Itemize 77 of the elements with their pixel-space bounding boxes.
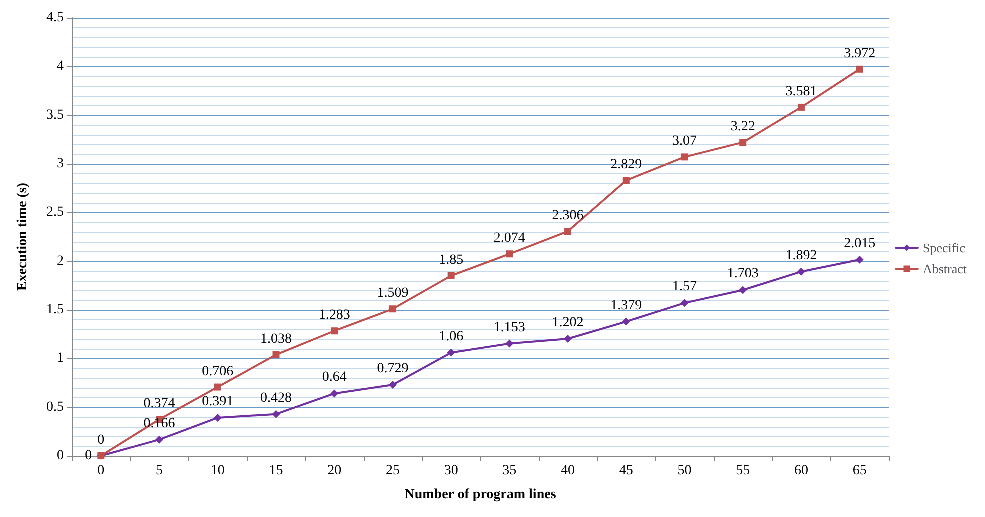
data-label: 0.706 <box>202 364 234 380</box>
point <box>739 286 748 294</box>
data-label: 1.202 <box>552 316 584 331</box>
point <box>156 436 164 444</box>
x-tick-label: 25 <box>386 464 400 478</box>
data-label: 1.06 <box>439 329 464 344</box>
point <box>214 414 222 422</box>
data-label: 0.391 <box>202 394 234 410</box>
y-tick-label: 4 <box>57 59 64 74</box>
data-label: 1.509 <box>377 286 409 302</box>
y-tick-label: 3.5 <box>46 108 64 123</box>
data-label: 1.703 <box>727 266 759 282</box>
data-label: 3.972 <box>844 46 876 62</box>
x-tick-label: 0 <box>98 464 105 478</box>
data-label: 1.379 <box>610 298 642 314</box>
data-label: 2.015 <box>844 236 876 252</box>
point <box>506 340 514 348</box>
x-tick-label: 60 <box>794 464 808 478</box>
y-tick-label: 4.5 <box>46 10 64 26</box>
data-label: 1.57 <box>672 280 697 295</box>
point <box>272 351 280 358</box>
point <box>797 268 806 276</box>
data-label: 1.153 <box>494 320 526 336</box>
data-label: 1.038 <box>260 332 292 347</box>
x-tick-label: 50 <box>678 464 692 478</box>
y-axis-title: Execution time (s) <box>16 182 30 292</box>
x-tick-label: 55 <box>736 464 750 478</box>
data-label: 0.64 <box>322 370 347 386</box>
point <box>622 177 630 184</box>
data-label: 0.428 <box>260 390 292 406</box>
data-label: 3.07 <box>672 134 697 150</box>
point <box>330 390 339 398</box>
legend-label: Specific <box>922 240 966 256</box>
point <box>214 384 222 391</box>
data-label: 0 <box>85 448 92 464</box>
y-tick-label: 2 <box>57 254 64 269</box>
point <box>388 381 397 390</box>
x-tick-label: 30 <box>444 464 458 478</box>
data-label: 1.892 <box>786 248 818 264</box>
data-label: 0 <box>98 433 105 448</box>
point <box>680 299 689 308</box>
legend-label: Abstract <box>922 262 968 276</box>
y-tick-label: 1.5 <box>46 302 64 318</box>
y-tick-label: 2.5 <box>46 205 64 220</box>
y-tick-label: 1 <box>57 351 64 366</box>
x-tick-label: 5 <box>156 464 164 478</box>
x-tick-label: 20 <box>328 464 342 478</box>
point <box>447 348 456 357</box>
x-tick-label: 40 <box>561 464 576 478</box>
point <box>506 250 514 258</box>
point <box>740 139 747 146</box>
data-label: 2.306 <box>552 208 584 224</box>
data-label: 1.283 <box>318 308 350 324</box>
x-tick-label: 15 <box>269 464 284 478</box>
point <box>856 256 864 264</box>
point <box>856 66 864 73</box>
point <box>272 410 280 418</box>
point <box>622 318 630 326</box>
point <box>798 104 805 111</box>
x-tick-label: 65 <box>852 464 867 478</box>
data-label: 3.22 <box>730 120 756 135</box>
point <box>564 228 572 236</box>
y-tick-label: 3 <box>57 156 64 172</box>
data-label: 0.729 <box>377 362 409 377</box>
x-tick-label: 45 <box>619 464 634 478</box>
data-label: 3.581 <box>786 84 818 100</box>
point <box>564 335 572 344</box>
point <box>448 272 455 280</box>
x-tick-label: 10 <box>210 464 225 478</box>
point <box>389 306 396 313</box>
y-tick-label: 0.5 <box>46 400 64 415</box>
point <box>331 328 338 335</box>
x-tick-label: 35 <box>502 464 517 478</box>
point <box>681 154 688 161</box>
y-tick-label: 0 <box>57 448 64 464</box>
data-label: 2.074 <box>494 231 526 246</box>
x-axis-title: Number of program lines <box>404 488 557 502</box>
